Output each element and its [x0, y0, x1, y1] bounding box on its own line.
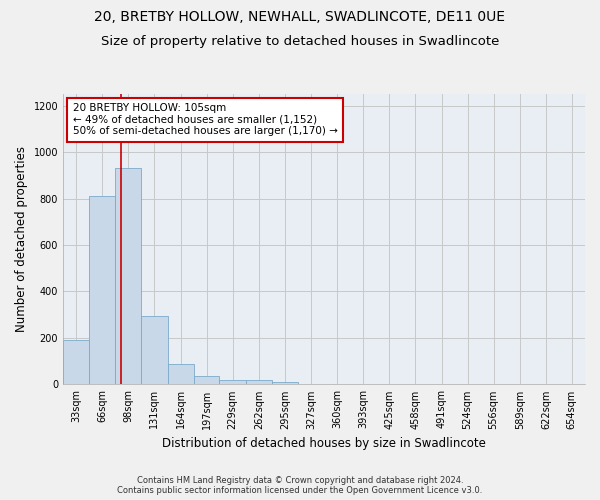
Text: Size of property relative to detached houses in Swadlincote: Size of property relative to detached ho… [101, 35, 499, 48]
Text: Contains HM Land Registry data © Crown copyright and database right 2024.
Contai: Contains HM Land Registry data © Crown c… [118, 476, 482, 495]
Bar [63, 340, 89, 384]
X-axis label: Distribution of detached houses by size in Swadlincote: Distribution of detached houses by size … [162, 437, 486, 450]
Bar [246, 380, 272, 384]
Bar [167, 364, 194, 384]
Bar [194, 376, 220, 384]
Text: 20 BRETBY HOLLOW: 105sqm
← 49% of detached houses are smaller (1,152)
50% of sem: 20 BRETBY HOLLOW: 105sqm ← 49% of detach… [73, 104, 337, 136]
Bar [89, 196, 115, 384]
Bar [272, 382, 298, 384]
Text: 20, BRETBY HOLLOW, NEWHALL, SWADLINCOTE, DE11 0UE: 20, BRETBY HOLLOW, NEWHALL, SWADLINCOTE,… [95, 10, 505, 24]
Bar [115, 168, 141, 384]
Bar [220, 380, 246, 384]
Y-axis label: Number of detached properties: Number of detached properties [15, 146, 28, 332]
Bar [141, 316, 167, 384]
